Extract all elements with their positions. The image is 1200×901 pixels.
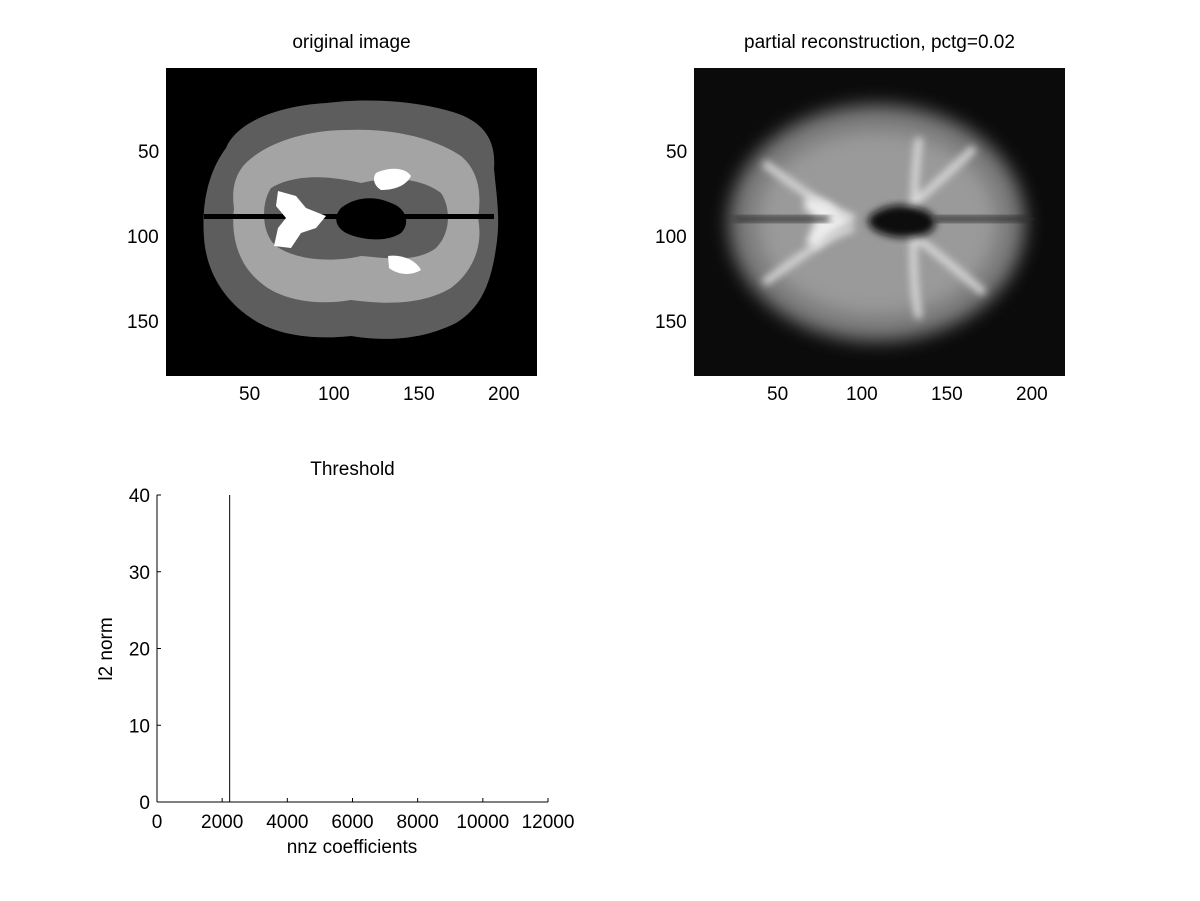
x-tick-label: 6000: [331, 812, 373, 833]
p1-ytick: 100: [127, 227, 159, 248]
p1-xtick: 100: [318, 384, 350, 405]
reconstruction-title: partial reconstruction, pctg=0.02: [744, 32, 1015, 53]
p2-ytick: 50: [666, 142, 688, 163]
y-tick-label: 40: [129, 486, 150, 507]
dark-center: [868, 205, 936, 238]
ventricle-dark: [336, 198, 407, 240]
x-tick-label: 0: [152, 812, 163, 833]
p1-xtick: 150: [403, 384, 435, 405]
x-tick-label: 8000: [397, 812, 439, 833]
original-image-title: original image: [292, 32, 411, 53]
threshold-title: Threshold: [310, 459, 395, 480]
threshold-xlabel: nnz coefficients: [287, 837, 418, 858]
left-ventricle: [274, 191, 326, 248]
original-image-plot: [166, 68, 537, 376]
x-tick-label: 10000: [456, 812, 509, 833]
p2-xtick: 50: [767, 384, 789, 405]
y-tick-label: 30: [129, 563, 150, 584]
y-tick-label: 10: [129, 716, 150, 737]
p2-xtick: 150: [931, 384, 963, 405]
p2-xtick: 100: [846, 384, 878, 405]
p1-ytick: 150: [127, 312, 159, 333]
x-tick-label: 2000: [201, 812, 243, 833]
p2-ytick: 100: [655, 227, 687, 248]
frontal-horn-bottom: [388, 255, 421, 274]
p1-xtick: 200: [488, 384, 520, 405]
p2-ytick: 150: [655, 312, 687, 333]
p1-ytick: 50: [138, 142, 160, 163]
p2-xtick: 200: [1016, 384, 1048, 405]
x-tick-label: 4000: [266, 812, 308, 833]
reconstruction-image-plot: [694, 68, 1065, 376]
threshold-ylabel: l2 norm: [96, 617, 117, 680]
x-tick-label: 12000: [522, 812, 575, 833]
y-tick-label: 20: [129, 640, 150, 661]
y-tick-label: 0: [139, 793, 150, 814]
p1-xtick: 50: [239, 384, 261, 405]
threshold-plot: 0 2000 4000 6000 8000 10000 12000 0 10 20 30 40 nnz…: [96, 486, 575, 858]
frontal-horn-top: [373, 168, 411, 190]
